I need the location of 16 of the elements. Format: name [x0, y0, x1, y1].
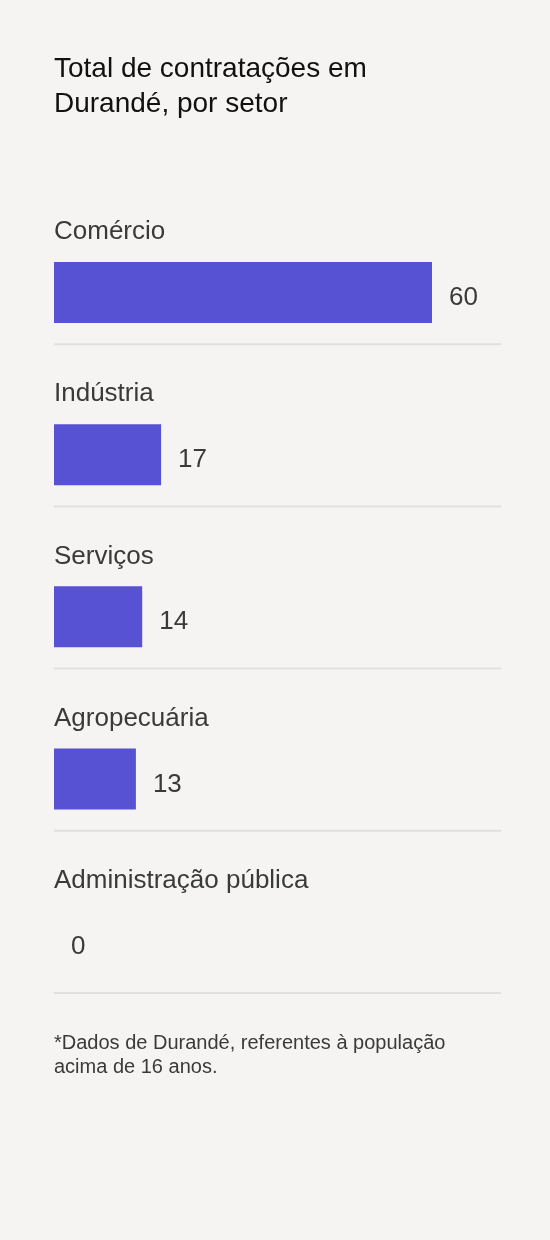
data-label: 14 — [159, 605, 189, 636]
bar — [54, 261, 432, 323]
y-tick-label: Serviços — [54, 539, 154, 570]
y-tick-label: Indústria — [54, 377, 155, 408]
data-label: 60 — [449, 280, 478, 311]
data-label: 13 — [152, 767, 182, 798]
bar — [54, 424, 162, 486]
chart-title: Total de contratações em Durandé, por setor — [54, 52, 367, 118]
y-tick-label: Comércio — [54, 215, 166, 246]
y-tick-label: Administração pública — [54, 864, 309, 895]
text: *Dados de Durandé, referentes à população acima de 16 anos. — [54, 1031, 446, 1077]
data-label: 17 — [178, 443, 208, 474]
bar — [54, 748, 136, 810]
y-tick-label: Agropecuária — [54, 701, 210, 732]
bar — [54, 586, 143, 648]
data-label: 0 — [71, 929, 86, 960]
